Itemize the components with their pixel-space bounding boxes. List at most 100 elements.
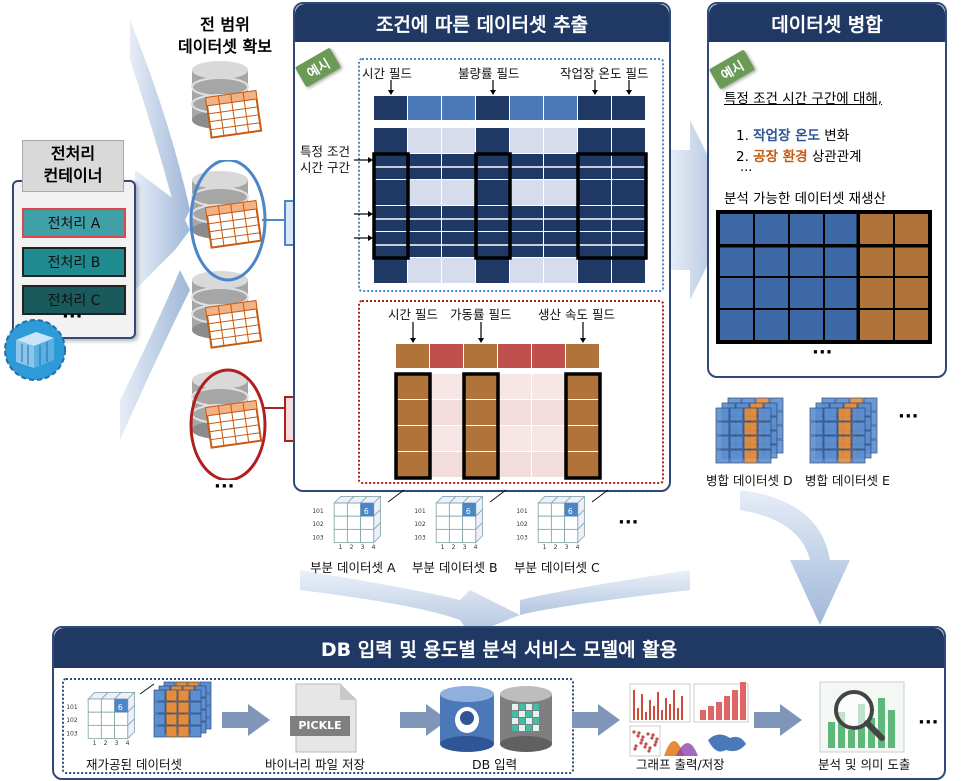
database-icon <box>191 61 263 139</box>
cube-col-number: 4 <box>576 544 580 551</box>
merged-cell <box>895 214 928 244</box>
cube-cell <box>550 502 566 517</box>
step-analysis: 분석 및 의미 도출 <box>818 757 911 772</box>
a-data-cell <box>612 180 645 205</box>
b-data-cell <box>430 452 463 477</box>
block-cell <box>153 701 166 714</box>
cube-cell <box>100 711 116 726</box>
cube-cell <box>100 724 116 740</box>
cube-pointer <box>489 489 507 503</box>
merge-item-2-highlight: 공장 환경 <box>753 149 808 165</box>
b-header-cell <box>498 344 531 368</box>
cube-col-number: 2 <box>350 544 354 551</box>
cube-cell <box>462 515 477 530</box>
merge-item-2-suffix: 상관관계 <box>807 149 862 165</box>
b-data-cell <box>464 452 497 477</box>
flow-arrow <box>572 704 620 736</box>
a-data-cell <box>374 258 407 283</box>
preprocess-item-a-label: 전처리 A <box>47 216 101 232</box>
cube-cell <box>87 724 102 740</box>
a-data-cell <box>442 258 475 283</box>
cube-col-number: 1 <box>339 544 343 551</box>
cube-row-number: 102 <box>312 521 324 528</box>
cube-highlight <box>114 699 128 713</box>
merged-cube-icon <box>809 397 878 464</box>
b-data-cell <box>396 426 429 451</box>
merged-cube-cell <box>729 449 744 464</box>
a-data-cell <box>510 258 543 283</box>
preprocess-item-a[interactable]: 전처리 A <box>22 208 126 238</box>
field-arrow-head <box>388 90 394 95</box>
merged-cube-cell <box>837 435 852 450</box>
merged-cube-cell <box>743 407 758 422</box>
merged-cube-cell <box>743 435 758 450</box>
cube-row-number: 102 <box>516 521 528 528</box>
block-cell <box>189 689 202 702</box>
merged-cell <box>790 214 823 244</box>
cube-cell <box>448 502 464 517</box>
cube-col-number: 1 <box>441 544 445 551</box>
a-data-cell <box>544 180 577 205</box>
cube-side <box>577 521 585 544</box>
preprocess-title-line2: 컨테이너 <box>43 166 103 185</box>
cube-row-number: 103 <box>66 730 78 737</box>
merged-cube-cell <box>809 407 824 422</box>
cube-side <box>373 521 381 544</box>
selected-column-box <box>372 152 410 260</box>
b-data-cell <box>464 426 497 451</box>
preprocess-item-c[interactable]: 전처리 C <box>22 285 126 315</box>
cube-col-number: 3 <box>361 544 365 551</box>
cube-cell <box>537 502 552 517</box>
cube-cell <box>346 528 362 544</box>
data-cube-icon: 6 101 102 103 1 2 3 4 <box>414 495 484 551</box>
a-data-cell <box>544 128 577 153</box>
merged-cube-cell <box>757 421 772 436</box>
flow-arrow <box>400 704 448 736</box>
merge-item-1-suffix: 변화 <box>819 128 850 144</box>
cube-col-number: 3 <box>565 544 569 551</box>
cube-cell <box>448 528 464 544</box>
b-data-cell <box>498 452 531 477</box>
merged-cube-cell <box>715 421 730 436</box>
block-cell <box>165 689 178 702</box>
postgres-db-icon <box>440 686 494 752</box>
merged-cell <box>720 246 753 276</box>
b-field-speed: 생산 속도 필드 <box>538 307 615 322</box>
merged-cube-icon <box>715 397 784 464</box>
preprocess-item-b[interactable]: 전처리 B <box>22 247 126 277</box>
merged-outline <box>716 210 932 344</box>
analysis-magnifier-icon <box>819 681 905 753</box>
field-arrow-head <box>410 338 416 343</box>
a-data-cell <box>408 180 441 205</box>
merged-e-label: 병합 데이터셋 E <box>805 473 890 488</box>
a-field-temp: 작업장 온도 필드 <box>560 66 649 81</box>
cube-cell <box>114 711 129 726</box>
merged-cube-cell <box>851 407 866 422</box>
b-data-cell <box>464 374 497 399</box>
merged-cell <box>720 310 753 340</box>
cube-side <box>475 521 483 544</box>
row-arrow-head <box>368 157 373 163</box>
block-cell <box>153 725 166 738</box>
merged-cell <box>825 246 858 276</box>
b-grid-frame <box>358 300 664 484</box>
a-condition-line1: 특정 조건 <box>300 144 350 159</box>
b-header-cell <box>430 344 463 368</box>
cube-cell <box>435 502 450 517</box>
merged-cube-cell <box>757 435 772 450</box>
file-fold <box>340 684 356 700</box>
cube-col-number: 2 <box>554 544 558 551</box>
b-data-cell <box>532 452 565 477</box>
cube-highlight <box>360 503 374 517</box>
spreadsheet-icon <box>204 299 263 349</box>
merged-cell <box>895 278 928 308</box>
extract-title: 조건에 따른 데이터셋 추출 <box>295 4 669 42</box>
merged-cell <box>790 310 823 340</box>
merged-cell <box>860 214 893 244</box>
cube-cell <box>346 515 362 530</box>
spreadsheet-icon <box>204 89 263 139</box>
cube-pointer <box>387 489 405 503</box>
b-field-utilization: 가동률 필드 <box>450 307 512 322</box>
